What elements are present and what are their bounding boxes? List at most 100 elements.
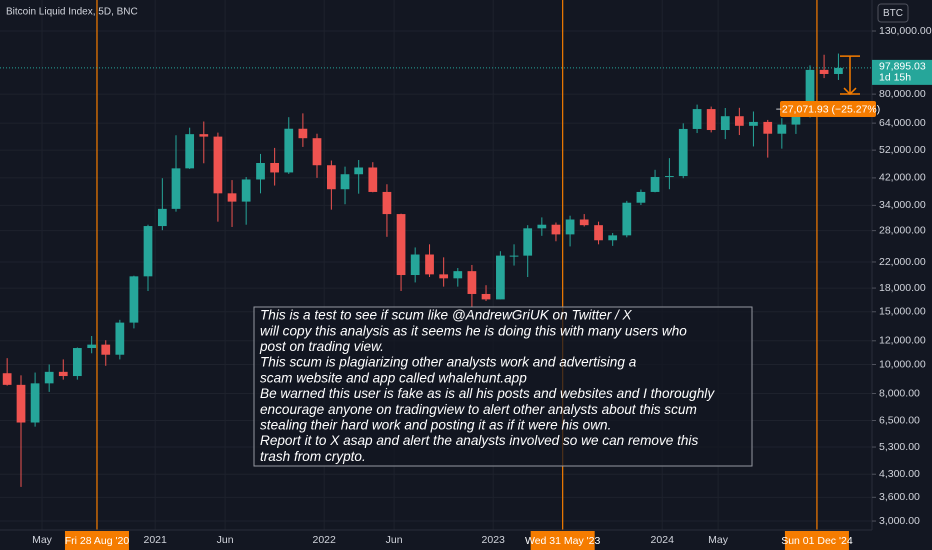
candle-body bbox=[72, 348, 82, 377]
candle-body bbox=[706, 109, 716, 131]
candle-body bbox=[312, 138, 322, 166]
annotation-line: Be warned this user is fake as is all hi… bbox=[260, 386, 715, 401]
x-tick-label: 2021 bbox=[143, 534, 167, 546]
x-tick-label: Jun bbox=[386, 534, 403, 546]
annotation-line: post on trading view. bbox=[259, 339, 384, 354]
y-tick-label: 3,600.00 bbox=[879, 491, 920, 503]
measure-box bbox=[780, 101, 876, 118]
annotation-line: This is a test to see if scum like @Andr… bbox=[260, 308, 633, 323]
candle-body bbox=[467, 271, 477, 294]
candle-body bbox=[622, 202, 632, 236]
candle-body bbox=[44, 371, 54, 384]
last-price-label: 97,895.03 bbox=[879, 61, 926, 73]
y-tick-label: 130,000.00 bbox=[879, 25, 932, 37]
annotation-line: will copy this analysis as it seems he i… bbox=[260, 323, 687, 338]
measure-label: −27,071.93 (−25.27%) bbox=[776, 103, 881, 115]
countdown-label: 1d 15h bbox=[879, 72, 911, 84]
candle-body bbox=[382, 191, 392, 215]
candle-body bbox=[368, 167, 378, 192]
candle-body bbox=[579, 219, 589, 226]
plot-area bbox=[0, 0, 872, 530]
candle-body bbox=[30, 383, 40, 423]
y-tick-label: 10,000.00 bbox=[879, 358, 926, 370]
candle-body bbox=[453, 271, 463, 279]
y-tick-label: 28,000.00 bbox=[879, 224, 926, 236]
date-label-box bbox=[530, 531, 595, 550]
candle-body bbox=[819, 69, 829, 74]
y-tick-label: 42,000.00 bbox=[879, 172, 926, 184]
symbol-label[interactable]: BTC bbox=[883, 8, 903, 19]
candle-body bbox=[58, 371, 68, 377]
candle-body bbox=[439, 274, 449, 279]
date-label: Fri 28 Aug '20 bbox=[65, 535, 130, 547]
y-tick-label: 18,000.00 bbox=[879, 282, 926, 294]
annotation-line: This scum is plagiarizing other analysts… bbox=[260, 355, 637, 370]
overlay: −27,071.93 (−25.27%) This is a test to se… bbox=[253, 55, 881, 467]
candle-body bbox=[537, 224, 547, 229]
y-tick-label: 80,000.00 bbox=[879, 88, 926, 100]
x-tick-label: 2024 bbox=[651, 534, 675, 546]
y-tick-label: 4,300.00 bbox=[879, 468, 920, 480]
candle-body bbox=[551, 224, 561, 235]
candle-body bbox=[523, 228, 533, 256]
candle-body bbox=[270, 163, 280, 173]
x-tick-label: Jun bbox=[217, 534, 234, 546]
date-label: Sun 01 Dec '24 bbox=[781, 535, 853, 547]
candle-body bbox=[734, 116, 744, 126]
annotation-line: scam website and app called whalehunt.ap… bbox=[260, 370, 527, 385]
date-label-box bbox=[784, 531, 849, 550]
y-tick-label: 34,000.00 bbox=[879, 199, 926, 211]
candle-body bbox=[720, 116, 730, 131]
candle-body bbox=[298, 128, 308, 139]
candle-body bbox=[692, 109, 702, 129]
candle-body bbox=[749, 121, 758, 126]
chart-title: Bitcoin Liquid Index, 5D, BNC bbox=[6, 7, 138, 18]
candle-body bbox=[496, 255, 505, 300]
candle-body bbox=[410, 254, 420, 276]
candle-body bbox=[354, 167, 364, 175]
candle-body bbox=[665, 176, 674, 178]
x-tick-label: 2022 bbox=[313, 534, 337, 546]
candle-body bbox=[763, 121, 773, 134]
candle-body bbox=[284, 128, 294, 173]
candle-body bbox=[16, 384, 26, 423]
y-tick-label: 64,000.00 bbox=[879, 117, 926, 129]
candle-body bbox=[650, 176, 660, 192]
x-tick-label: 2023 bbox=[482, 534, 506, 546]
candle-body bbox=[185, 134, 195, 169]
candle-body bbox=[256, 163, 265, 180]
annotation-line: Report it to X asap and alert the analys… bbox=[260, 433, 698, 448]
candle-body bbox=[101, 344, 111, 355]
candle-body bbox=[326, 165, 336, 190]
symbol-box[interactable] bbox=[877, 3, 909, 23]
candle-body bbox=[678, 128, 688, 177]
annotation-line: trash from crypto. bbox=[260, 449, 366, 464]
date-label: Wed 31 May '23 bbox=[525, 535, 601, 547]
candle-body bbox=[396, 214, 406, 276]
candle-body bbox=[805, 69, 815, 112]
candle-body bbox=[2, 373, 12, 385]
measure-arrow bbox=[843, 87, 857, 96]
candle-body bbox=[565, 219, 575, 235]
candle-body bbox=[791, 111, 801, 125]
y-tick-label: 8,000.00 bbox=[879, 387, 920, 399]
candle-body bbox=[227, 193, 237, 202]
x-tick-label: May bbox=[708, 534, 729, 546]
y-tick-label: 22,000.00 bbox=[879, 256, 926, 268]
y-tick-label: 6,500.00 bbox=[879, 414, 920, 426]
y-tick-label: 3,000.00 bbox=[879, 515, 920, 527]
axes: 130,000.00 80,000.00 64,000.00 52,000.00 42,… bbox=[32, 25, 932, 550]
candle-body bbox=[834, 67, 843, 74]
candle-body bbox=[87, 344, 97, 349]
candle-body bbox=[425, 254, 434, 275]
candle-body bbox=[199, 134, 209, 137]
candle-body bbox=[608, 235, 618, 241]
annotation-box bbox=[253, 306, 753, 467]
annotation-line: stealing their hard work and posting it … bbox=[260, 417, 611, 432]
candle-body bbox=[129, 276, 139, 323]
candle-body bbox=[115, 322, 125, 355]
candle-body bbox=[340, 174, 350, 190]
last-price-box bbox=[872, 59, 932, 85]
